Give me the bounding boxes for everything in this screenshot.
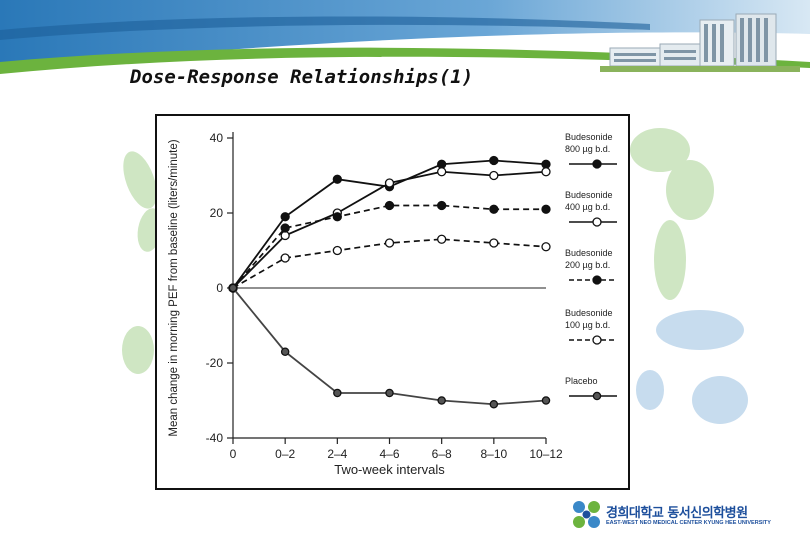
y-tick-label: -20 xyxy=(206,356,224,370)
x-tick-label: 0–2 xyxy=(275,447,295,461)
series-5-point xyxy=(280,347,290,356)
series-5-point xyxy=(541,396,551,405)
legend-label-line2: 200 µg b.d. xyxy=(565,260,610,270)
legend-label-line1: Budesonide xyxy=(565,308,613,318)
series-5-point xyxy=(437,396,446,405)
legend-marker xyxy=(592,159,602,169)
legend-label-line2: 400 µg b.d. xyxy=(565,202,610,212)
series-4-point xyxy=(332,245,342,256)
series-2-point xyxy=(280,230,290,241)
legend-marker xyxy=(592,217,602,227)
hospital-logo: 경희대학교 동서신의학병원 EAST-WEST NEO MEDICAL CENT… xyxy=(570,498,800,534)
series-2-point xyxy=(437,167,447,177)
x-tick-label: 8–10 xyxy=(480,447,507,461)
y-tick-label: 40 xyxy=(210,131,224,145)
x-tick-label: 2–4 xyxy=(327,447,347,461)
series-2-point xyxy=(384,178,395,188)
series-line-5 xyxy=(232,287,547,406)
legend-label-line1: Budesonide xyxy=(565,248,613,258)
series-2-point xyxy=(541,167,551,177)
logo-emblem xyxy=(573,501,600,528)
legend-marker xyxy=(592,335,602,345)
x-tick-label: 4–6 xyxy=(379,447,399,461)
series-5-point xyxy=(228,283,238,293)
series-4-point xyxy=(280,253,290,263)
series-5-point xyxy=(489,399,499,409)
header-banner xyxy=(0,0,810,74)
series-2-point xyxy=(489,170,499,181)
legend-label-line1: Budesonide xyxy=(565,190,613,200)
series-3-point xyxy=(280,223,290,233)
banner-green-wave xyxy=(0,47,810,74)
legend-marker xyxy=(592,391,602,401)
series-5-point xyxy=(333,388,342,398)
logo-name: 경희대학교 동서신의학병원 xyxy=(606,506,748,521)
banner-blue-wave xyxy=(0,0,810,70)
series-1-point xyxy=(437,159,447,169)
logo-subtitle: EAST-WEST NEO MEDICAL CENTER KYUNG HEE U… xyxy=(606,520,771,526)
legend-label-line1: Placebo xyxy=(565,376,598,386)
line-chart: 40 20 0 -20 -40 0 0–2 2–4 4–6 6–8 8–10 10–12 Two-wee… xyxy=(168,131,617,477)
x-axis-label: Two-week intervals xyxy=(334,462,445,477)
series-1-point xyxy=(541,159,551,169)
series-4-point xyxy=(489,238,499,248)
slide-title: Dose-Response Relationships(1) xyxy=(130,66,474,88)
x-tick-label: 0 xyxy=(230,447,237,461)
series-1-point xyxy=(332,174,342,184)
series-1-point xyxy=(280,212,290,222)
series-3-point xyxy=(489,204,499,214)
series-3-point xyxy=(332,212,342,222)
series-1-point xyxy=(489,155,499,166)
series-4-point xyxy=(437,234,447,244)
x-tick-label: 10–12 xyxy=(529,447,563,461)
legend-label-line2: 800 µg b.d. xyxy=(565,144,610,154)
legend-label-line2: 100 µg b.d. xyxy=(565,320,610,330)
y-tick-label: -40 xyxy=(206,431,224,445)
right-leaf-decoration xyxy=(630,128,748,424)
hospital-building-image xyxy=(600,13,800,72)
y-axis-label: Mean change in morning PEF from baseline… xyxy=(168,139,180,436)
y-tick-label: 0 xyxy=(216,281,223,295)
legend-label-line1: Budesonide xyxy=(565,132,613,142)
x-tick-label: 6–8 xyxy=(432,447,452,461)
y-tick-label: 20 xyxy=(210,206,224,220)
series-3-point xyxy=(437,200,447,211)
legend-marker xyxy=(592,275,602,285)
series-3-point xyxy=(541,204,551,214)
background-decoration xyxy=(122,128,748,424)
series-4-point xyxy=(541,242,551,252)
series-5-point xyxy=(385,388,394,398)
banner-dark-stripe xyxy=(0,16,650,40)
series-3-point xyxy=(384,200,395,211)
chart-figure: 40 20 0 -20 -40 0 0–2 2–4 4–6 6–8 8–10 10–12 Two-wee… xyxy=(155,114,630,490)
series-4-point xyxy=(384,238,395,248)
